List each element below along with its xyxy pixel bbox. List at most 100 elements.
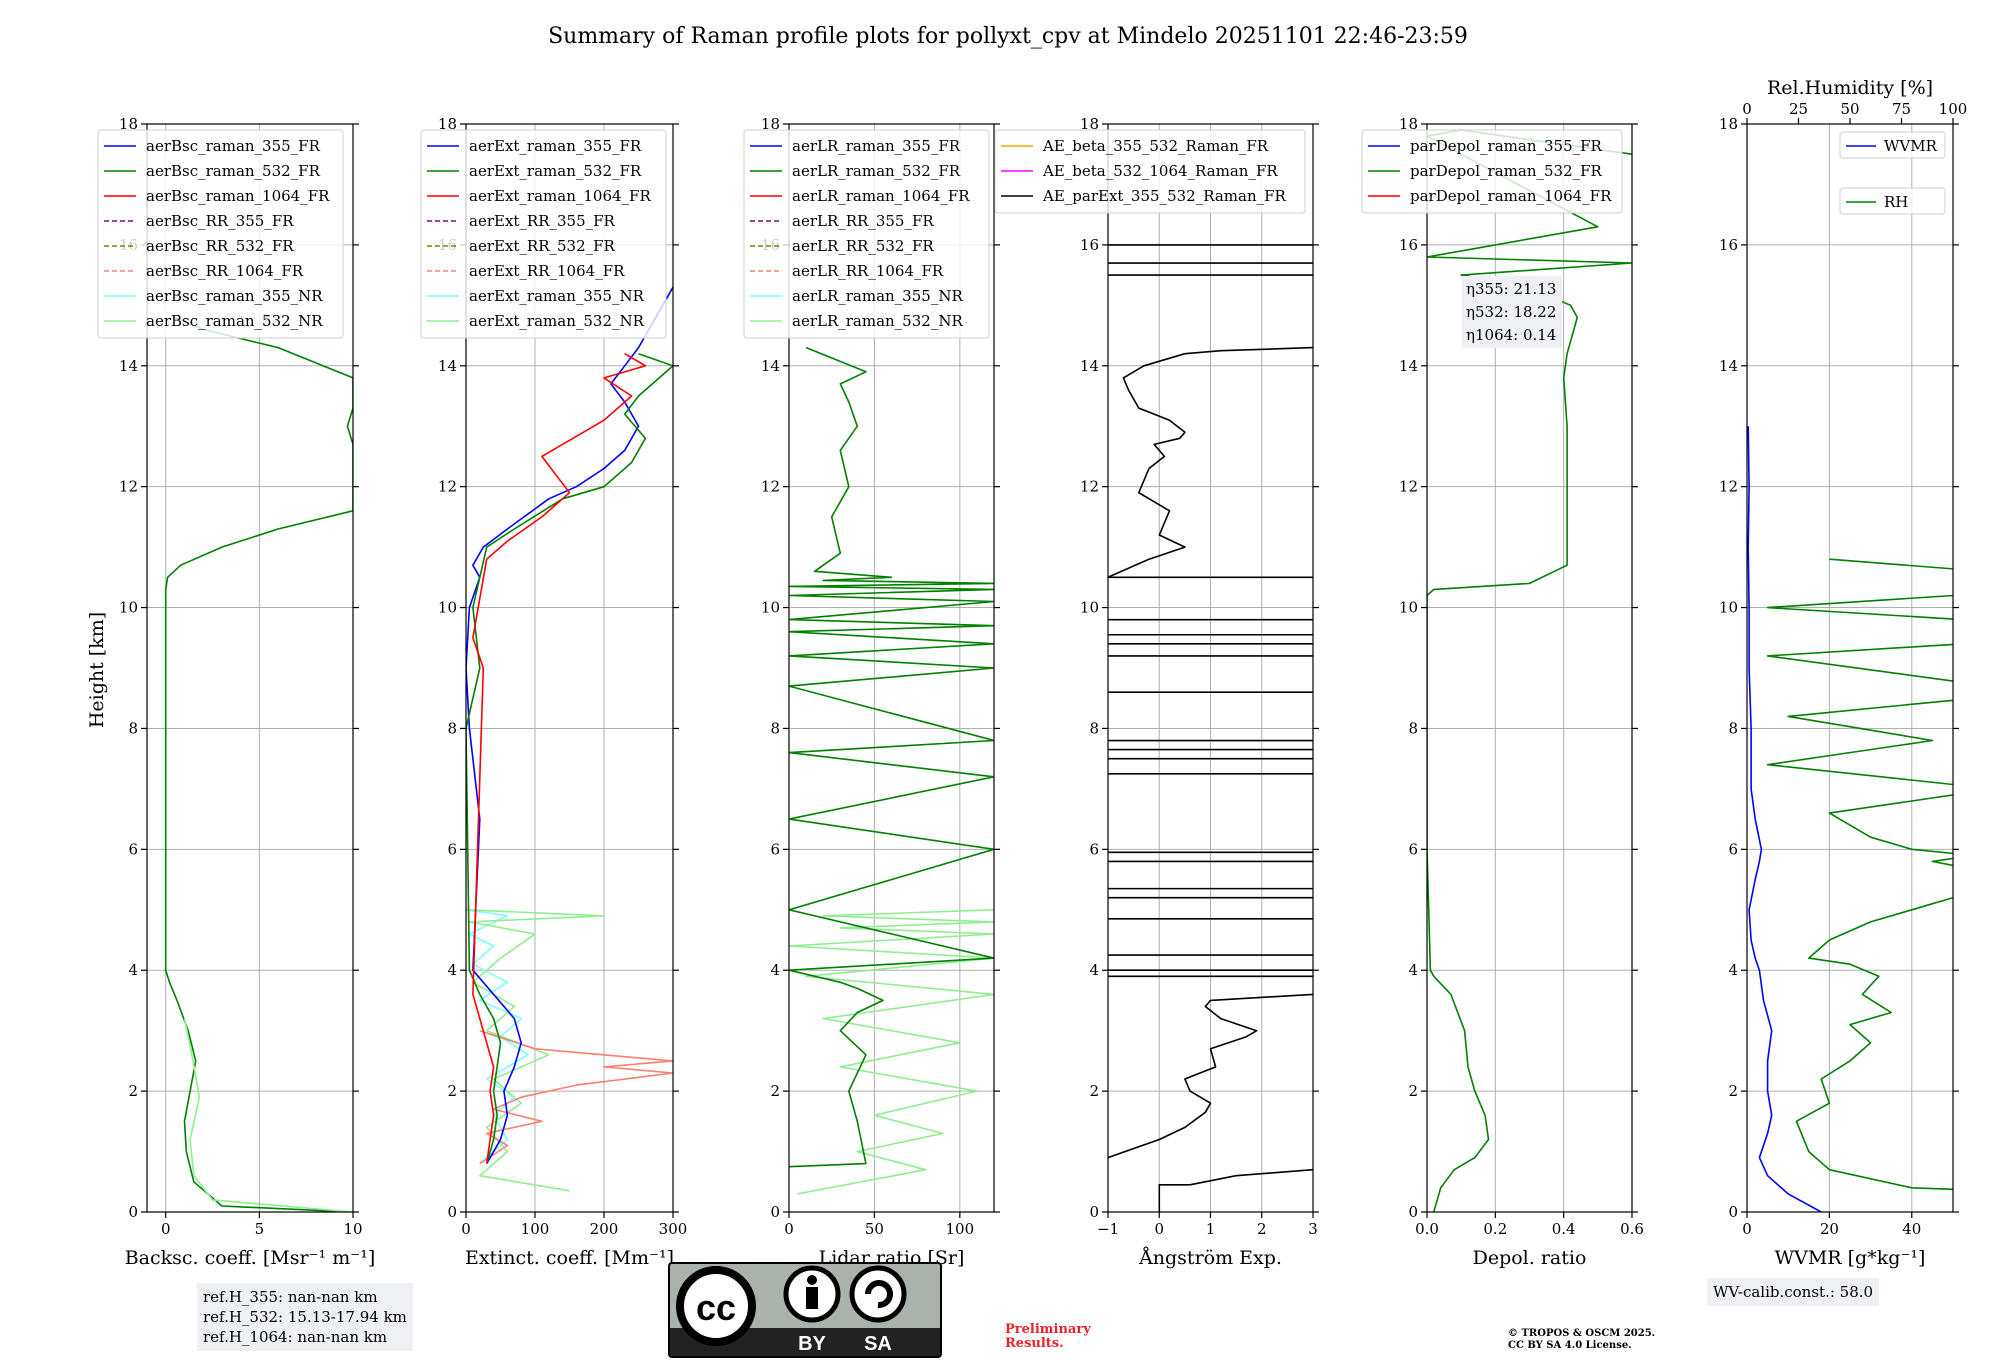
legend-label: aerExt_RR_1064_FR: [469, 262, 625, 280]
legend-label: aerBsc_raman_355_NR: [146, 287, 323, 305]
x-tick-label: 10: [343, 1220, 362, 1238]
x-tick-label: 0.2: [1483, 1220, 1507, 1238]
series-group: [466, 286, 673, 1192]
y-tick-label: 6: [447, 840, 457, 858]
y-tick-label: 4: [1089, 961, 1099, 979]
preliminary-line2: Results.: [1005, 1336, 1064, 1351]
y-tick-label: 10: [438, 599, 457, 617]
legend-label: aerExt_raman_355_FR: [469, 137, 642, 155]
y-tick-label: 8: [770, 719, 780, 737]
y-tick-label: 16: [1719, 236, 1738, 254]
preliminary-line1: Preliminary: [1005, 1322, 1091, 1337]
x-tick-label: 0: [1742, 1220, 1752, 1238]
panel-extinction: 0246810121416180100200300Extinct. coeff.…: [420, 115, 687, 1269]
axes-frame: [146, 123, 354, 1213]
series-line-aerExt_raman_355_FR: [466, 286, 673, 1164]
y-tick-label: 2: [1089, 1082, 1099, 1100]
figure-title: Summary of Raman profile plots for polly…: [548, 24, 1468, 49]
y-tick-label: 18: [1080, 115, 1099, 133]
refh-532: ref.H_532: 15.13-17.94 km: [203, 1308, 407, 1326]
legend: AE_beta_355_532_Raman_FR AE_beta_532_1064…: [994, 129, 1306, 214]
y-tick-label: 18: [438, 115, 457, 133]
y-tick-label: 14: [1399, 357, 1418, 375]
y-tick-label: 8: [447, 719, 457, 737]
x-tick-label: −1: [1097, 1220, 1119, 1238]
legend-label: aerBsc_RR_355_FR: [146, 212, 294, 230]
x-tick-label: 50: [865, 1220, 884, 1238]
series-line-aerLR_raman_532_FR: [789, 346, 994, 1168]
axes-frame: [788, 123, 995, 1213]
legend-label: AE_beta_355_532_Raman_FR: [1042, 137, 1269, 155]
panels: 0246810121416180510Backsc. coeff. [Msr⁻¹…: [97, 77, 1968, 1269]
series-group: [1747, 426, 1953, 1212]
y-tick-label: 2: [128, 1082, 138, 1100]
y-tick-label: 6: [128, 840, 138, 858]
legend-label: aerBsc_raman_355_FR: [146, 137, 321, 155]
x-axis-label: Backsc. coeff. [Msr⁻¹ m⁻¹]: [125, 1247, 376, 1269]
top-x-tick-label: 75: [1892, 100, 1911, 118]
eta-value: η532: 18.22: [1466, 303, 1556, 321]
y-tick-label: 16: [1080, 236, 1099, 254]
legend-label: aerLR_raman_1064_FR: [792, 187, 970, 205]
y-tick-label: 18: [1399, 115, 1418, 133]
legend-label: aerExt_raman_355_NR: [469, 287, 645, 305]
sa-arrow-curve: [865, 1280, 893, 1309]
legend-label: aerBsc_raman_1064_FR: [146, 187, 330, 205]
series-line-aerExt_raman_1064_FR: [472, 353, 647, 1164]
x-axis-label: Extinct. coeff. [Mm⁻¹]: [465, 1247, 674, 1269]
legend-box: [1361, 129, 1623, 214]
y-tick-label: 4: [447, 961, 457, 979]
y-tick-label: 12: [119, 478, 138, 496]
axes-frame: [1426, 123, 1633, 1213]
y-tick-label: 2: [1408, 1082, 1418, 1100]
x-tick-label: 200: [590, 1220, 619, 1238]
legend: aerBsc_raman_355_FR aerBsc_raman_532_FRae…: [97, 129, 344, 339]
y-tick-label: 4: [770, 961, 780, 979]
axes-frame: [465, 123, 674, 1213]
series-group: [1108, 244, 1313, 1212]
copyright-line1: © TROPOS & OSCM 2025.: [1508, 1328, 1656, 1339]
y-tick-label: 14: [1080, 357, 1099, 375]
y-tick-label: 2: [1728, 1082, 1738, 1100]
x-tick-label: 0.0: [1415, 1220, 1439, 1238]
legend-box: [97, 129, 344, 339]
legend-box: [420, 129, 667, 339]
legend: WVMR RH: [1839, 131, 1946, 215]
y-tick-label: 10: [119, 599, 138, 617]
x-axis-label: WVMR [g*kg⁻¹]: [1775, 1247, 1926, 1269]
y-tick-label: 12: [438, 478, 457, 496]
series-group: [789, 346, 994, 1195]
x-tick-label: 0: [1154, 1220, 1164, 1238]
x-axis-label: Ångström Exp.: [1138, 1247, 1282, 1269]
x-tick-label: 100: [946, 1220, 975, 1238]
cc-mark: cc: [696, 1287, 736, 1328]
legend-label: aerBsc_RR_1064_FR: [146, 262, 304, 280]
series-group: [1427, 129, 1632, 1212]
copyright-line2: CC BY SA 4.0 License.: [1508, 1340, 1632, 1351]
legend-label: aerLR_raman_532_FR: [792, 162, 961, 180]
y-tick-label: 10: [1399, 599, 1418, 617]
eta-value: η1064: 0.14: [1466, 326, 1556, 344]
cc-by-sa-license-icon: cc BY SA: [668, 1262, 942, 1358]
y-tick-label: 6: [1089, 840, 1099, 858]
y-tick-label: 8: [1408, 719, 1418, 737]
series-line-aerExt_RR_1064_FR: [479, 1029, 673, 1165]
legend: aerExt_raman_355_FR aerExt_raman_532_FRae…: [420, 129, 667, 339]
top-x-tick-label: 100: [1939, 100, 1968, 118]
copyright-note: © TROPOS & OSCM 2025. CC BY SA 4.0 Licen…: [1508, 1328, 1655, 1352]
x-tick-label: 0.4: [1552, 1220, 1576, 1238]
legend-box: [994, 129, 1306, 214]
wv-calib-const: WV-calib.const.: 58.0: [1713, 1283, 1874, 1301]
panel-backscatter: 0246810121416180510Backsc. coeff. [Msr⁻¹…: [97, 115, 376, 1269]
y-tick-label: 10: [1080, 599, 1099, 617]
reference-height-box: ref.H_355: nan-nan km ref.H_532: 15.13-1…: [197, 1283, 413, 1351]
y-tick-label: 8: [128, 719, 138, 737]
x-axis-label: Depol. ratio: [1473, 1247, 1587, 1269]
y-tick-label: 18: [761, 115, 780, 133]
series-line-AE_parExt_355_532_Raman_FR_high: [1108, 346, 1313, 579]
top-x-axis-label: Rel.Humidity [%]: [1767, 77, 1933, 99]
sa-label: SA: [864, 1333, 892, 1355]
y-tick-label: 2: [770, 1082, 780, 1100]
x-tick-label: 0: [461, 1220, 471, 1238]
